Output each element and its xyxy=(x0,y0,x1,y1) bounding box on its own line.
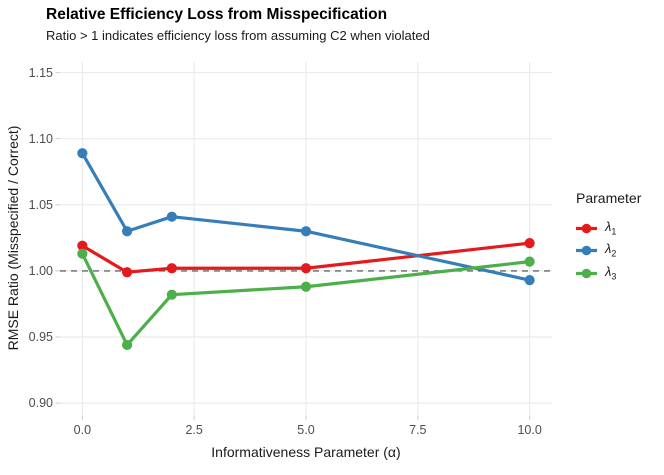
data-point-lambda_2 xyxy=(524,275,535,286)
legend-key-icon xyxy=(576,223,597,234)
y-tick-label: 1.05 xyxy=(28,197,53,212)
data-point-lambda_1 xyxy=(524,238,535,249)
y-axis-title: RMSE Ratio (Misspecified / Correct) xyxy=(5,125,21,351)
data-point-lambda_1 xyxy=(77,240,88,251)
legend-items: λ1 λ2 λ3 xyxy=(576,217,641,285)
data-point-lambda_1 xyxy=(121,267,133,278)
x-tick-label: 10.0 xyxy=(517,423,542,437)
data-point-lambda_3 xyxy=(166,289,177,300)
data-point-lambda_2 xyxy=(77,148,88,159)
legend-item-lambda_2: λ2 xyxy=(576,240,641,263)
data-point-lambda_3 xyxy=(524,256,535,267)
legend-item-lambda_1: λ1 xyxy=(576,217,641,240)
chart-title: Relative Efficiency Loss from Misspecifi… xyxy=(46,6,388,23)
legend-item-lambda_3: λ3 xyxy=(576,262,641,285)
y-tick-label: 1.10 xyxy=(28,131,53,146)
data-point-lambda_3 xyxy=(77,248,88,259)
data-point-lambda_3 xyxy=(121,339,133,351)
x-tick-label: 0.0 xyxy=(73,423,92,437)
data-point-lambda_1 xyxy=(166,263,177,274)
y-tick-label: 1.15 xyxy=(28,65,53,80)
x-axis-title: Informativeness Parameter (α) xyxy=(211,444,401,460)
y-tick-label: 1.00 xyxy=(28,263,53,278)
data-point-lambda_1 xyxy=(300,263,312,274)
legend-label: λ2 xyxy=(605,241,617,260)
legend: Parameter λ1 λ2 λ3 xyxy=(576,190,641,285)
y-tick-label: 0.90 xyxy=(28,396,53,411)
data-point-lambda_2 xyxy=(300,226,312,237)
chart-subtitle: Ratio > 1 indicates efficiency loss from… xyxy=(46,28,430,43)
data-point-lambda_2 xyxy=(166,211,177,222)
x-tick-label: 5.0 xyxy=(297,423,315,437)
x-tick-label: 7.5 xyxy=(409,423,427,437)
legend-label: λ3 xyxy=(605,263,617,282)
x-tick-label: 2.5 xyxy=(185,423,203,437)
legend-title: Parameter xyxy=(576,190,642,206)
data-point-lambda_2 xyxy=(121,226,133,237)
data-point-lambda_3 xyxy=(300,281,312,292)
legend-label: λ1 xyxy=(605,218,617,237)
legend-key-icon xyxy=(576,245,597,256)
y-tick-label: 0.95 xyxy=(28,329,53,344)
legend-key-icon xyxy=(576,268,597,279)
